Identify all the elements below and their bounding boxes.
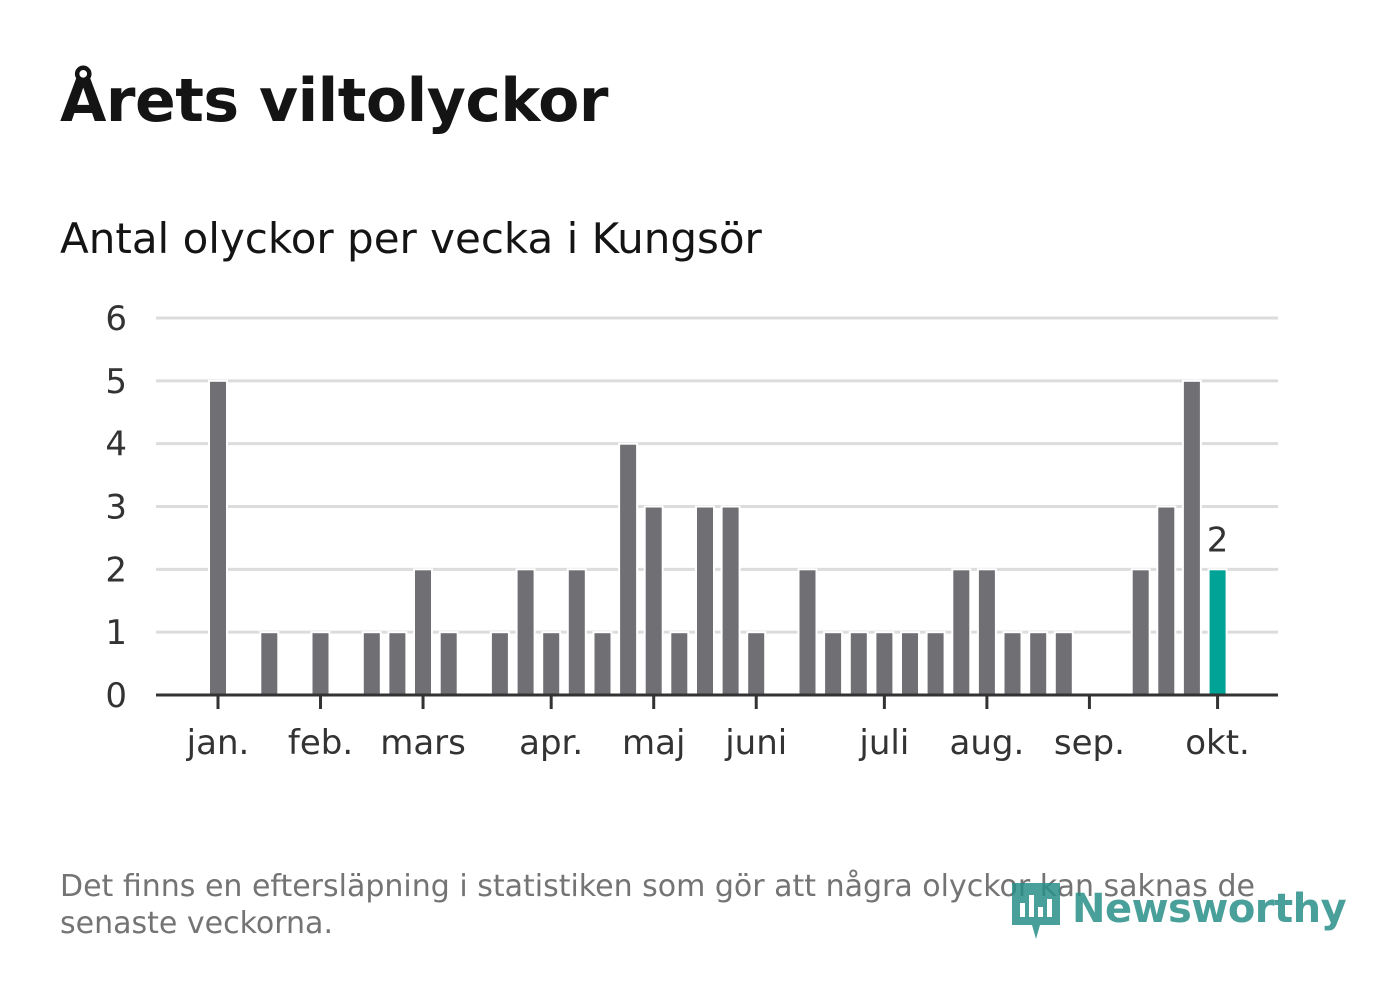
bar bbox=[1130, 568, 1151, 696]
bar bbox=[669, 631, 690, 697]
bar bbox=[208, 379, 228, 696]
x-tick-label: okt. bbox=[1185, 723, 1250, 763]
gridlines bbox=[156, 316, 1278, 634]
bar bbox=[361, 631, 382, 697]
bar bbox=[310, 631, 331, 697]
y-tick-label: 6 bbox=[105, 299, 127, 339]
y-tick-label: 1 bbox=[105, 613, 127, 653]
bar bbox=[695, 505, 715, 696]
y-tick-label: 3 bbox=[105, 488, 127, 528]
bars: 2 bbox=[208, 379, 1229, 697]
newsworthy-logo-icon bbox=[1012, 883, 1060, 939]
bar bbox=[541, 631, 562, 697]
chart-subtitle: Antal olyckor per vecka i Kungsör bbox=[60, 214, 762, 263]
x-axis-labels: jan. feb. mars apr. maj juni juli aug. sep. okt. bbox=[186, 723, 1250, 763]
bar bbox=[925, 631, 946, 697]
highlight-value-label: 2 bbox=[1207, 520, 1229, 560]
bar bbox=[976, 568, 997, 696]
y-tick-label: 5 bbox=[105, 362, 127, 402]
x-tick-label: feb. bbox=[288, 723, 353, 763]
x-tick-label: aug. bbox=[950, 723, 1025, 763]
bar bbox=[1028, 631, 1049, 697]
x-tick-label: maj bbox=[622, 723, 685, 763]
bar bbox=[566, 568, 587, 696]
bar bbox=[387, 631, 408, 697]
bar bbox=[592, 631, 613, 697]
bar bbox=[900, 631, 920, 697]
bar bbox=[1181, 379, 1202, 696]
bar bbox=[848, 631, 869, 697]
bar bbox=[618, 442, 639, 697]
bar bbox=[823, 631, 844, 697]
x-tick-label: juni bbox=[724, 723, 787, 763]
chart-title: Årets viltolyckor bbox=[60, 66, 609, 136]
bar bbox=[951, 568, 972, 696]
bar bbox=[438, 631, 459, 697]
x-axis bbox=[156, 693, 1278, 709]
y-tick-label: 2 bbox=[105, 550, 127, 590]
x-tick-label: mars bbox=[380, 723, 466, 763]
bar-chart: 0 1 2 3 4 5 6 2 jan. feb. mars apr. maj juni juli aug… bbox=[105, 299, 1278, 763]
y-tick-label: 0 bbox=[105, 676, 127, 716]
bar bbox=[259, 631, 280, 697]
x-tick-label: sep. bbox=[1054, 723, 1125, 763]
x-tick-label: apr. bbox=[519, 723, 583, 763]
y-axis-labels: 0 1 2 3 4 5 6 bbox=[105, 299, 127, 716]
bar bbox=[1002, 631, 1023, 697]
bar bbox=[720, 505, 741, 696]
bar bbox=[1156, 505, 1177, 696]
bar bbox=[643, 505, 664, 696]
newsworthy-logo: Newsworthy bbox=[1010, 876, 1347, 942]
x-tick-label: juli bbox=[858, 723, 909, 763]
bar bbox=[1053, 631, 1074, 697]
bar bbox=[489, 631, 510, 697]
bar bbox=[413, 568, 433, 696]
bar bbox=[515, 568, 536, 696]
bar bbox=[874, 631, 895, 697]
bar bbox=[746, 631, 767, 697]
x-tick-label: jan. bbox=[186, 723, 250, 763]
bar bbox=[797, 568, 818, 696]
bar-highlight bbox=[1207, 568, 1228, 696]
y-tick-label: 4 bbox=[105, 425, 127, 465]
newsworthy-logo-text: Newsworthy bbox=[1072, 886, 1347, 932]
